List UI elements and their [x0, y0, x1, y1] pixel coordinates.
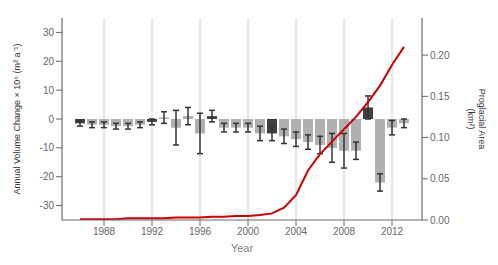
html-text:Proglacial Area (km²): Proglacial Area (km²) [466, 88, 487, 150]
svg-text:2008: 2008 [333, 226, 356, 237]
svg-text:1988: 1988 [93, 226, 116, 237]
svg-text:30: 30 [43, 27, 55, 38]
svg-text:0.20: 0.20 [430, 50, 450, 61]
html-text:Annual Volume Change × 10⁶ (m³: Annual Volume Change × 10⁶ (m³ a⁻¹) [11, 43, 22, 195]
svg-text:Year: Year [231, 242, 254, 254]
svg-text:2004: 2004 [285, 226, 308, 237]
svg-text:20: 20 [43, 56, 55, 67]
svg-text:0.15: 0.15 [430, 91, 450, 102]
svg-text:-30: -30 [40, 200, 55, 211]
svg-text:2000: 2000 [237, 226, 260, 237]
svg-text:1992: 1992 [141, 226, 164, 237]
svg-text:0.05: 0.05 [430, 173, 450, 184]
svg-text:-20: -20 [40, 171, 55, 182]
svg-text:-10: -10 [40, 142, 55, 153]
svg-text:1996: 1996 [189, 226, 212, 237]
svg-text:0.00: 0.00 [430, 215, 450, 226]
svg-text:10: 10 [43, 85, 55, 96]
svg-text:0: 0 [48, 114, 54, 125]
svg-text:0.10: 0.10 [430, 132, 450, 143]
svg-text:2012: 2012 [381, 226, 404, 237]
